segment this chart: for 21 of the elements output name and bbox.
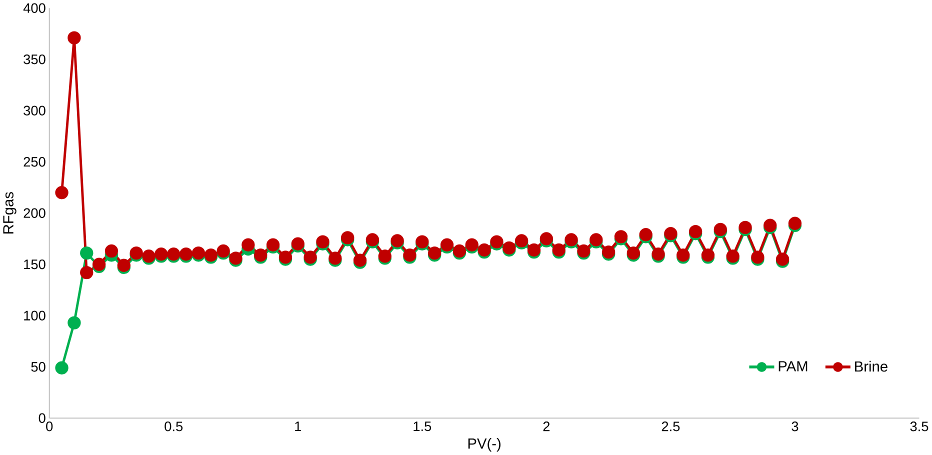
legend-label: PAM <box>778 361 808 372</box>
x-tick-label: 2.5 <box>662 422 680 432</box>
y-tick-label: 400 <box>23 3 46 13</box>
y-tick-label: 350 <box>24 54 46 64</box>
x-axis-title: PV(-) <box>468 438 500 452</box>
x-tick-label: 3 <box>792 422 798 432</box>
x-tick-label: 3.5 <box>910 422 928 432</box>
y-tick-label: 300 <box>24 106 46 116</box>
y-axis-title: RFgas <box>3 192 16 234</box>
legend-label: Brine <box>855 360 888 372</box>
y-tick-label: 200 <box>24 208 46 218</box>
x-tick-label: 1.5 <box>414 422 432 432</box>
x-tick-label: 1 <box>295 422 302 432</box>
y-tick-label: 0 <box>38 413 46 424</box>
x-tick-label: 2 <box>543 422 550 432</box>
x-tick-label: 0 <box>46 422 53 432</box>
y-tick-label: 100 <box>24 310 46 321</box>
y-tick-label: 50 <box>31 362 46 372</box>
y-tick-label: 250 <box>24 157 46 167</box>
y-tick-label: 150 <box>24 260 46 270</box>
x-tick-label: 0.5 <box>164 422 183 432</box>
